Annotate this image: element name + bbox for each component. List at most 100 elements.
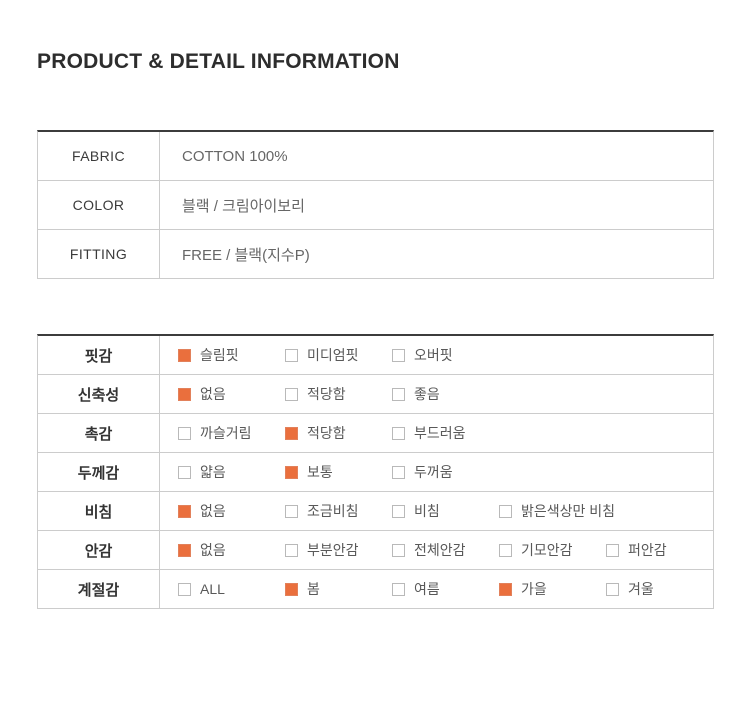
table-row-fit: 핏감 슬림핏 미디엄핏 오버핏: [38, 336, 713, 374]
checkbox-unchecked-icon: [392, 348, 405, 362]
checkbox-unchecked-icon: [285, 348, 298, 362]
detail-label-stretch: 신축성: [38, 375, 160, 413]
option: 얇음: [178, 462, 285, 482]
table-row: COLOR 블랙 / 크림아이보리: [38, 180, 713, 229]
detail-label-touch: 촉감: [38, 414, 160, 452]
option: 까슬거림: [178, 423, 285, 443]
option-label: 적당함: [307, 425, 346, 441]
option-label: 보통: [307, 464, 333, 480]
spec-label-fitting: FITTING: [38, 230, 160, 278]
checkbox-unchecked-icon: [392, 465, 405, 479]
option-label: 기모안감: [521, 542, 573, 558]
checkbox-checked-icon: [285, 582, 298, 596]
option-label: 까슬거림: [200, 425, 252, 441]
option-group: 없음 조금비침 비침 밝은색상만 비침: [160, 492, 713, 530]
content-wrap: PRODUCT & DETAIL INFORMATION FABRIC COTT…: [37, 50, 714, 609]
option-label: 봄: [307, 581, 320, 597]
table-row-sheerness: 비침 없음 조금비침 비침: [38, 491, 713, 530]
option: 부드러움: [392, 423, 466, 443]
checkbox-unchecked-icon: [178, 465, 191, 479]
spec-label-color: COLOR: [38, 181, 160, 229]
checkbox-checked-icon: [285, 465, 298, 479]
page-title: PRODUCT & DETAIL INFORMATION: [37, 50, 400, 73]
option-group: 없음 적당함 좋음: [160, 375, 713, 413]
table-row-thickness: 두께감 얇음 보통 두꺼움: [38, 452, 713, 491]
detail-label-season: 계절감: [38, 570, 160, 608]
option-label: 슬림핏: [200, 347, 239, 363]
option-label: 없음: [200, 386, 226, 402]
option: 오버핏: [392, 345, 453, 365]
option-group: ALL 봄 여름 가을: [160, 570, 713, 608]
option: 슬림핏: [178, 345, 285, 365]
option: 기모안감: [499, 540, 606, 560]
option-label: 두꺼움: [414, 464, 453, 480]
checkbox-unchecked-icon: [178, 582, 191, 596]
option: ALL: [178, 581, 285, 597]
checkbox-unchecked-icon: [392, 504, 405, 518]
option-label: 오버핏: [414, 347, 453, 363]
option-label: 밝은색상만 비침: [521, 503, 616, 519]
option-group: 없음 부분안감 전체안감 기모안감: [160, 531, 713, 569]
detail-label-thickness: 두께감: [38, 453, 160, 491]
option: 좋음: [392, 384, 440, 404]
option-group: 까슬거림 적당함 부드러움: [160, 414, 713, 452]
option-label: 얇음: [200, 464, 226, 480]
option: 적당함: [285, 423, 392, 443]
spec-value-fitting: FREE / 블랙(지수P): [182, 246, 310, 264]
table-row-season: 계절감 ALL 봄 여름 가: [38, 569, 713, 608]
option-label: 겨울: [628, 581, 654, 597]
option-label: 전체안감: [414, 542, 466, 558]
checkbox-unchecked-icon: [285, 543, 298, 557]
option-label: 부드러움: [414, 425, 466, 441]
option: 퍼안감: [606, 540, 667, 560]
detail-label-lining: 안감: [38, 531, 160, 569]
checkbox-unchecked-icon: [392, 582, 405, 596]
option-label: 퍼안감: [628, 542, 667, 558]
checkbox-unchecked-icon: [392, 387, 405, 401]
checkbox-unchecked-icon: [392, 543, 405, 557]
table-row: FITTING FREE / 블랙(지수P): [38, 229, 713, 278]
checkbox-checked-icon: [499, 582, 512, 596]
spec-value-fabric: COTTON 100%: [182, 147, 288, 165]
option: 전체안감: [392, 540, 499, 560]
option: 없음: [178, 540, 285, 560]
checkbox-unchecked-icon: [392, 426, 405, 440]
option: 없음: [178, 501, 285, 521]
option: 적당함: [285, 384, 392, 404]
option-label: ALL: [200, 581, 225, 597]
option: 조금비침: [285, 501, 392, 521]
option-label: 가을: [521, 581, 547, 597]
option-label: 좋음: [414, 386, 440, 402]
option-label: 여름: [414, 581, 440, 597]
checkbox-unchecked-icon: [285, 504, 298, 518]
option-group: 슬림핏 미디엄핏 오버핏: [160, 336, 713, 374]
checkbox-checked-icon: [178, 348, 191, 362]
option-label: 조금비침: [307, 503, 359, 519]
checkbox-unchecked-icon: [499, 504, 512, 518]
option-label: 미디엄핏: [307, 347, 359, 363]
detail-label-sheerness: 비침: [38, 492, 160, 530]
table-row-lining: 안감 없음 부분안감 전체안감: [38, 530, 713, 569]
checkbox-unchecked-icon: [178, 426, 191, 440]
option-label: 적당함: [307, 386, 346, 402]
spec-label-fabric: FABRIC: [38, 132, 160, 180]
option: 비침: [392, 501, 499, 521]
checkbox-checked-icon: [178, 543, 191, 557]
option: 없음: [178, 384, 285, 404]
table-row-stretch: 신축성 없음 적당함 좋음: [38, 374, 713, 413]
checkbox-unchecked-icon: [499, 543, 512, 557]
option-label: 없음: [200, 542, 226, 558]
table-row-touch: 촉감 까슬거림 적당함 부드러움: [38, 413, 713, 452]
option: 겨울: [606, 579, 654, 599]
option: 가을: [499, 579, 606, 599]
detail-label-fit: 핏감: [38, 336, 160, 374]
option-label: 부분안감: [307, 542, 359, 558]
option-group: 얇음 보통 두꺼움: [160, 453, 713, 491]
spec-table: FABRIC COTTON 100% COLOR 블랙 / 크림아이보리 FIT…: [37, 130, 714, 279]
option-label: 비침: [414, 503, 440, 519]
table-row: FABRIC COTTON 100%: [38, 132, 713, 180]
checkbox-checked-icon: [178, 387, 191, 401]
spec-value-color: 블랙 / 크림아이보리: [182, 197, 305, 215]
option: 봄: [285, 579, 392, 599]
